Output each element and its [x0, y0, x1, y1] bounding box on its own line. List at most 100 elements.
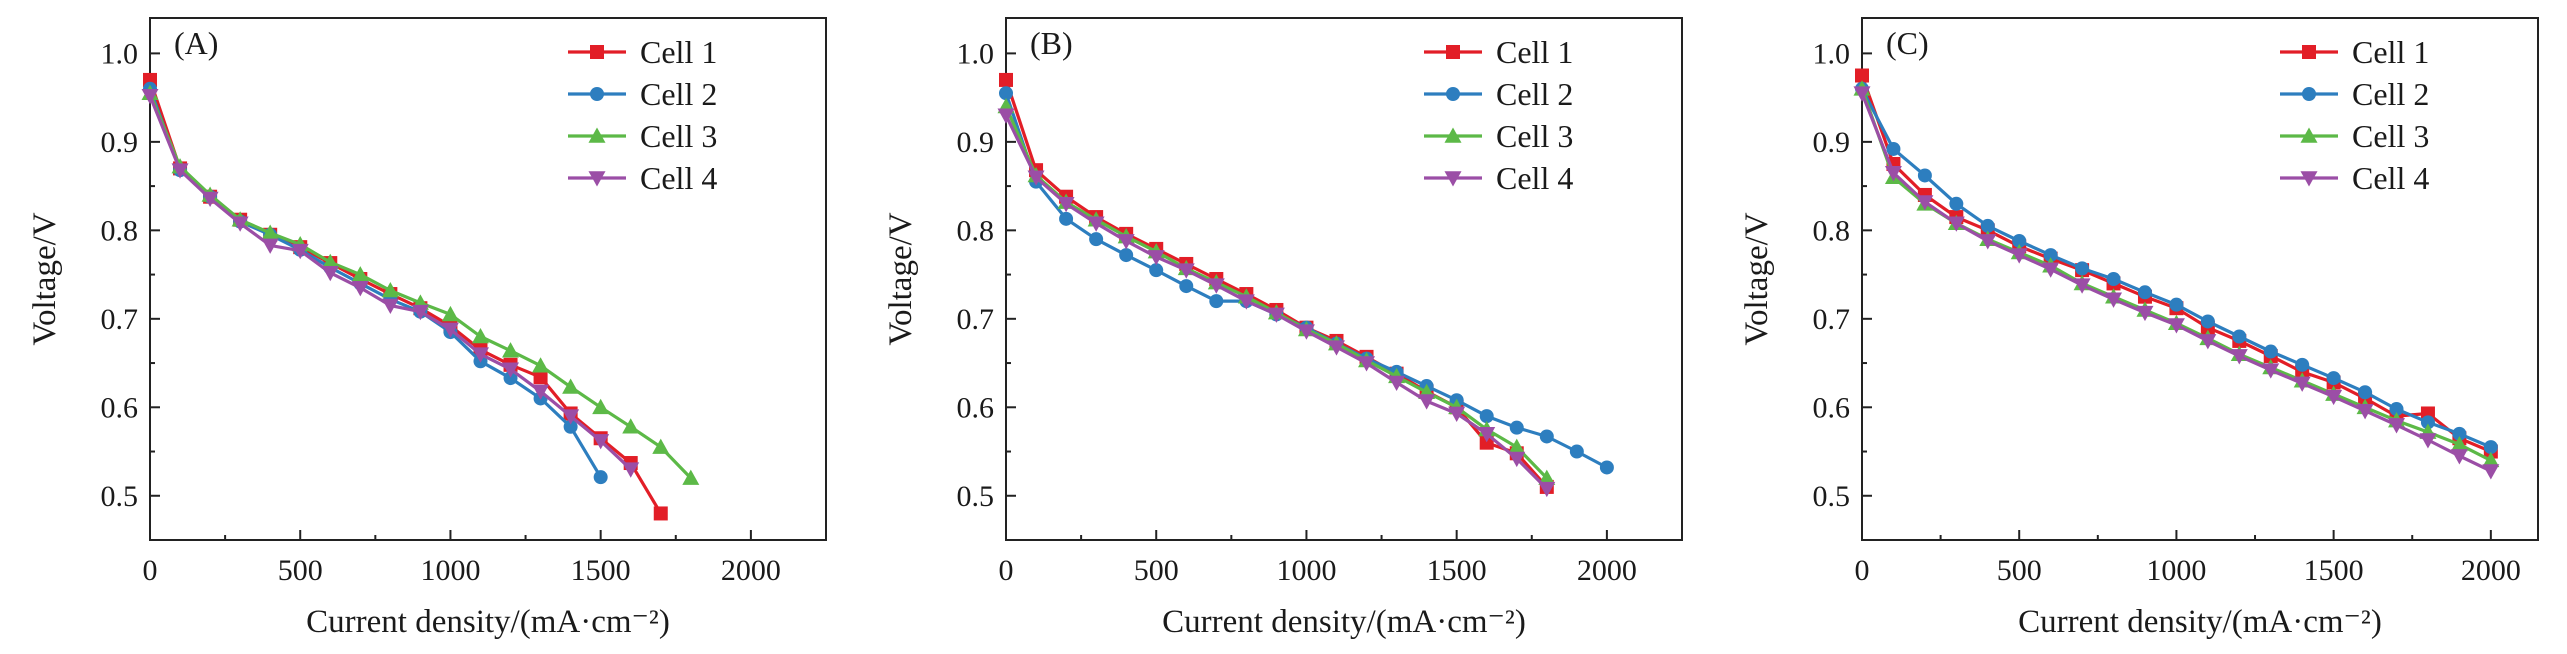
- data-point: [1177, 263, 1195, 279]
- data-point: [1119, 248, 1134, 263]
- x-tick-label: 0: [999, 554, 1014, 587]
- data-point: [2420, 415, 2435, 430]
- data-point: [562, 409, 580, 425]
- y-tick-label: 1.0: [957, 37, 995, 70]
- legend-label: Cell 4: [1496, 160, 1573, 196]
- y-tick-label: 0.7: [101, 303, 139, 336]
- data-point: [1147, 250, 1165, 266]
- x-tick-label: 1000: [2146, 554, 2206, 587]
- panel-a: 0 500 1000 1500 2000 0.5 0.6 0.7 0.8 0.9 1.0 Curren…: [27, 17, 827, 640]
- data-point: [562, 378, 580, 394]
- data-point: [592, 434, 610, 450]
- x-tick-label: 2000: [721, 554, 781, 587]
- data-point: [1479, 435, 1494, 450]
- panel-label: (C): [1886, 25, 1929, 61]
- data-point: [2106, 272, 2121, 286]
- data-point: [2169, 297, 2184, 312]
- x-axis-label: Current density/(mA·cm⁻²): [306, 604, 670, 640]
- data-point: [1569, 444, 1584, 459]
- data-point: [2136, 305, 2154, 322]
- data-point: [1059, 211, 1074, 226]
- data-point: [141, 89, 159, 105]
- data-point: [997, 108, 1015, 124]
- x-tick-label: 2000: [1577, 554, 1637, 587]
- data-point: [1388, 375, 1406, 392]
- y-axis-label: Voltage/V: [883, 212, 919, 345]
- legend-marker: [1446, 45, 1460, 59]
- legend-label: Cell 4: [640, 160, 717, 196]
- x-tick-label: 0: [1855, 554, 1870, 587]
- data-point: [2452, 426, 2467, 441]
- data-point: [2358, 385, 2373, 400]
- data-point: [1979, 234, 1997, 250]
- x-axis-label: Current density/(mA·cm⁻²): [1162, 604, 1526, 640]
- data-point: [441, 305, 459, 322]
- data-point: [381, 282, 399, 298]
- legend-label: Cell 4: [2352, 160, 2429, 196]
- data-point: [2012, 233, 2027, 248]
- data-point: [1207, 278, 1225, 294]
- data-point: [653, 506, 668, 521]
- legend-label: Cell 1: [640, 34, 717, 70]
- y-tick-label: 0.7: [957, 303, 995, 336]
- data-point: [351, 281, 369, 297]
- data-point: [1358, 356, 1376, 372]
- x-tick-label: 500: [278, 554, 323, 587]
- data-point: [999, 86, 1013, 101]
- data-point: [2263, 344, 2278, 359]
- y-tick-label: 0.9: [101, 126, 139, 159]
- data-point: [1599, 460, 1614, 475]
- y-tick-label: 0.8: [957, 214, 995, 247]
- data-point: [321, 266, 339, 282]
- data-point: [1179, 279, 1194, 294]
- data-point: [2326, 371, 2341, 386]
- legend-item: Cell 3: [2280, 118, 2429, 154]
- data-point: [471, 328, 489, 344]
- data-point: [1917, 168, 1932, 183]
- legend: Cell 1 Cell 2 Cell 3 Cell 4: [1424, 34, 1573, 196]
- plot-frame: [149, 17, 827, 541]
- data-point: [2105, 292, 2123, 308]
- x-tick-label: 1000: [420, 554, 480, 587]
- data-point: [2232, 329, 2247, 344]
- data-point: [502, 362, 520, 378]
- data-point: [2325, 389, 2343, 406]
- legend-item: Cell 2: [2280, 76, 2429, 112]
- data-point: [503, 371, 518, 386]
- panel-c: 0 500 1000 1500 2000 0.5 0.6 0.7 0.8 0.9 1.0 Curren…: [1739, 17, 2539, 640]
- data-point: [1087, 216, 1105, 232]
- legend-marker: [1446, 87, 1460, 101]
- data-point: [502, 342, 520, 358]
- data-point: [2043, 248, 2058, 263]
- y-tick-label: 0.9: [1813, 126, 1851, 159]
- legend-label: Cell 2: [2352, 76, 2429, 112]
- y-tick-label: 0.7: [1813, 303, 1851, 336]
- plot-frame: [1861, 17, 2539, 541]
- y-tick-label: 0.8: [101, 214, 139, 247]
- x-tick-label: 2000: [2461, 554, 2521, 587]
- data-point: [2042, 262, 2060, 278]
- data-point: [381, 298, 399, 315]
- series-cell-3: [141, 84, 700, 485]
- series-cell-2: [1855, 81, 2498, 455]
- x-tick-label: 1500: [2304, 554, 2364, 587]
- data-point: [411, 304, 429, 321]
- series-line: [1004, 79, 1548, 488]
- series-line: [1004, 105, 1548, 480]
- y-tick-label: 0.6: [101, 391, 139, 424]
- series-line: [148, 92, 692, 480]
- data-point: [351, 266, 369, 282]
- data-point: [2356, 404, 2374, 420]
- x-tick-label: 500: [1134, 554, 1179, 587]
- legend: Cell 1 Cell 2 Cell 3 Cell 4: [568, 34, 717, 196]
- legend-label: Cell 1: [2352, 34, 2429, 70]
- data-point: [1916, 195, 1934, 211]
- legend-label: Cell 2: [1496, 76, 1573, 112]
- data-point: [2167, 318, 2185, 334]
- legend-marker: [1444, 127, 1462, 143]
- y-tick-label: 0.6: [1813, 391, 1851, 424]
- data-point: [652, 438, 670, 454]
- y-axis-label: Voltage/V: [1739, 212, 1775, 345]
- data-point: [1267, 307, 1285, 323]
